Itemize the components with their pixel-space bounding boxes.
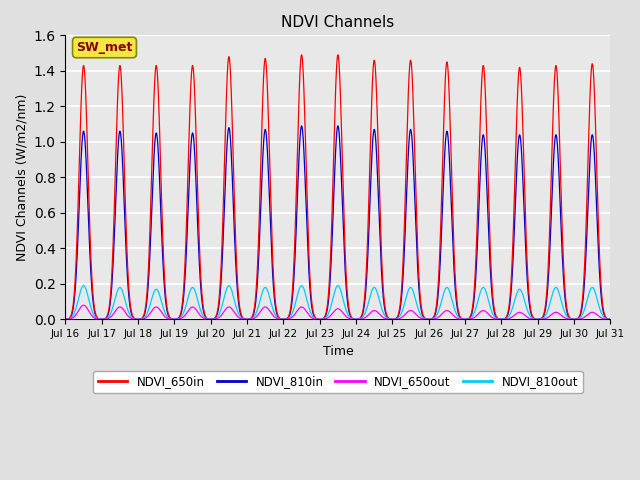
NDVI_810out (605, 316, 612, 322)
NDVI_810in (266, 196, 273, 202)
NDVI_650out (80, 302, 88, 308)
NDVI_650out (605, 316, 612, 322)
Y-axis label: NDVI Channels (W/m2/nm): NDVI Channels (W/m2/nm) (15, 94, 28, 261)
NDVI_650out (266, 308, 273, 313)
NDVI_810out (172, 316, 180, 322)
NDVI_650out (61, 316, 69, 322)
NDVI_810in (178, 307, 186, 312)
NDVI_810in (61, 316, 69, 322)
NDVI_650in (266, 151, 273, 157)
NDVI_810in (413, 254, 421, 260)
NDVI_810in (605, 316, 612, 322)
NDVI_810in (607, 316, 614, 322)
NDVI_810out (607, 316, 614, 322)
NDVI_650out (178, 315, 186, 321)
NDVI_650in (491, 307, 499, 313)
Line: NDVI_650out: NDVI_650out (65, 305, 611, 319)
NDVI_650out (607, 316, 614, 322)
NDVI_650in (607, 316, 614, 322)
Line: NDVI_650in: NDVI_650in (65, 55, 611, 319)
Title: NDVI Channels: NDVI Channels (282, 15, 394, 30)
NDVI_810out (61, 316, 69, 322)
NDVI_650in (172, 316, 180, 322)
NDVI_810in (298, 123, 305, 129)
NDVI_810out (80, 283, 88, 288)
Legend: NDVI_650in, NDVI_810in, NDVI_650out, NDVI_810out: NDVI_650in, NDVI_810in, NDVI_650out, NDV… (93, 371, 583, 393)
Line: NDVI_810out: NDVI_810out (65, 286, 611, 319)
NDVI_810out (178, 313, 186, 319)
NDVI_650in (178, 303, 186, 309)
NDVI_650in (61, 316, 69, 322)
NDVI_650out (491, 316, 499, 322)
NDVI_810out (491, 314, 499, 320)
Line: NDVI_810in: NDVI_810in (65, 126, 611, 319)
NDVI_650in (605, 316, 612, 322)
NDVI_650in (413, 232, 421, 238)
X-axis label: Time: Time (323, 345, 353, 358)
NDVI_810in (491, 310, 499, 316)
NDVI_650out (172, 316, 180, 322)
NDVI_650in (298, 52, 305, 58)
NDVI_810in (172, 316, 180, 322)
Text: SW_met: SW_met (76, 41, 132, 54)
NDVI_810out (266, 294, 273, 300)
NDVI_650out (413, 312, 421, 318)
NDVI_810out (413, 302, 421, 308)
